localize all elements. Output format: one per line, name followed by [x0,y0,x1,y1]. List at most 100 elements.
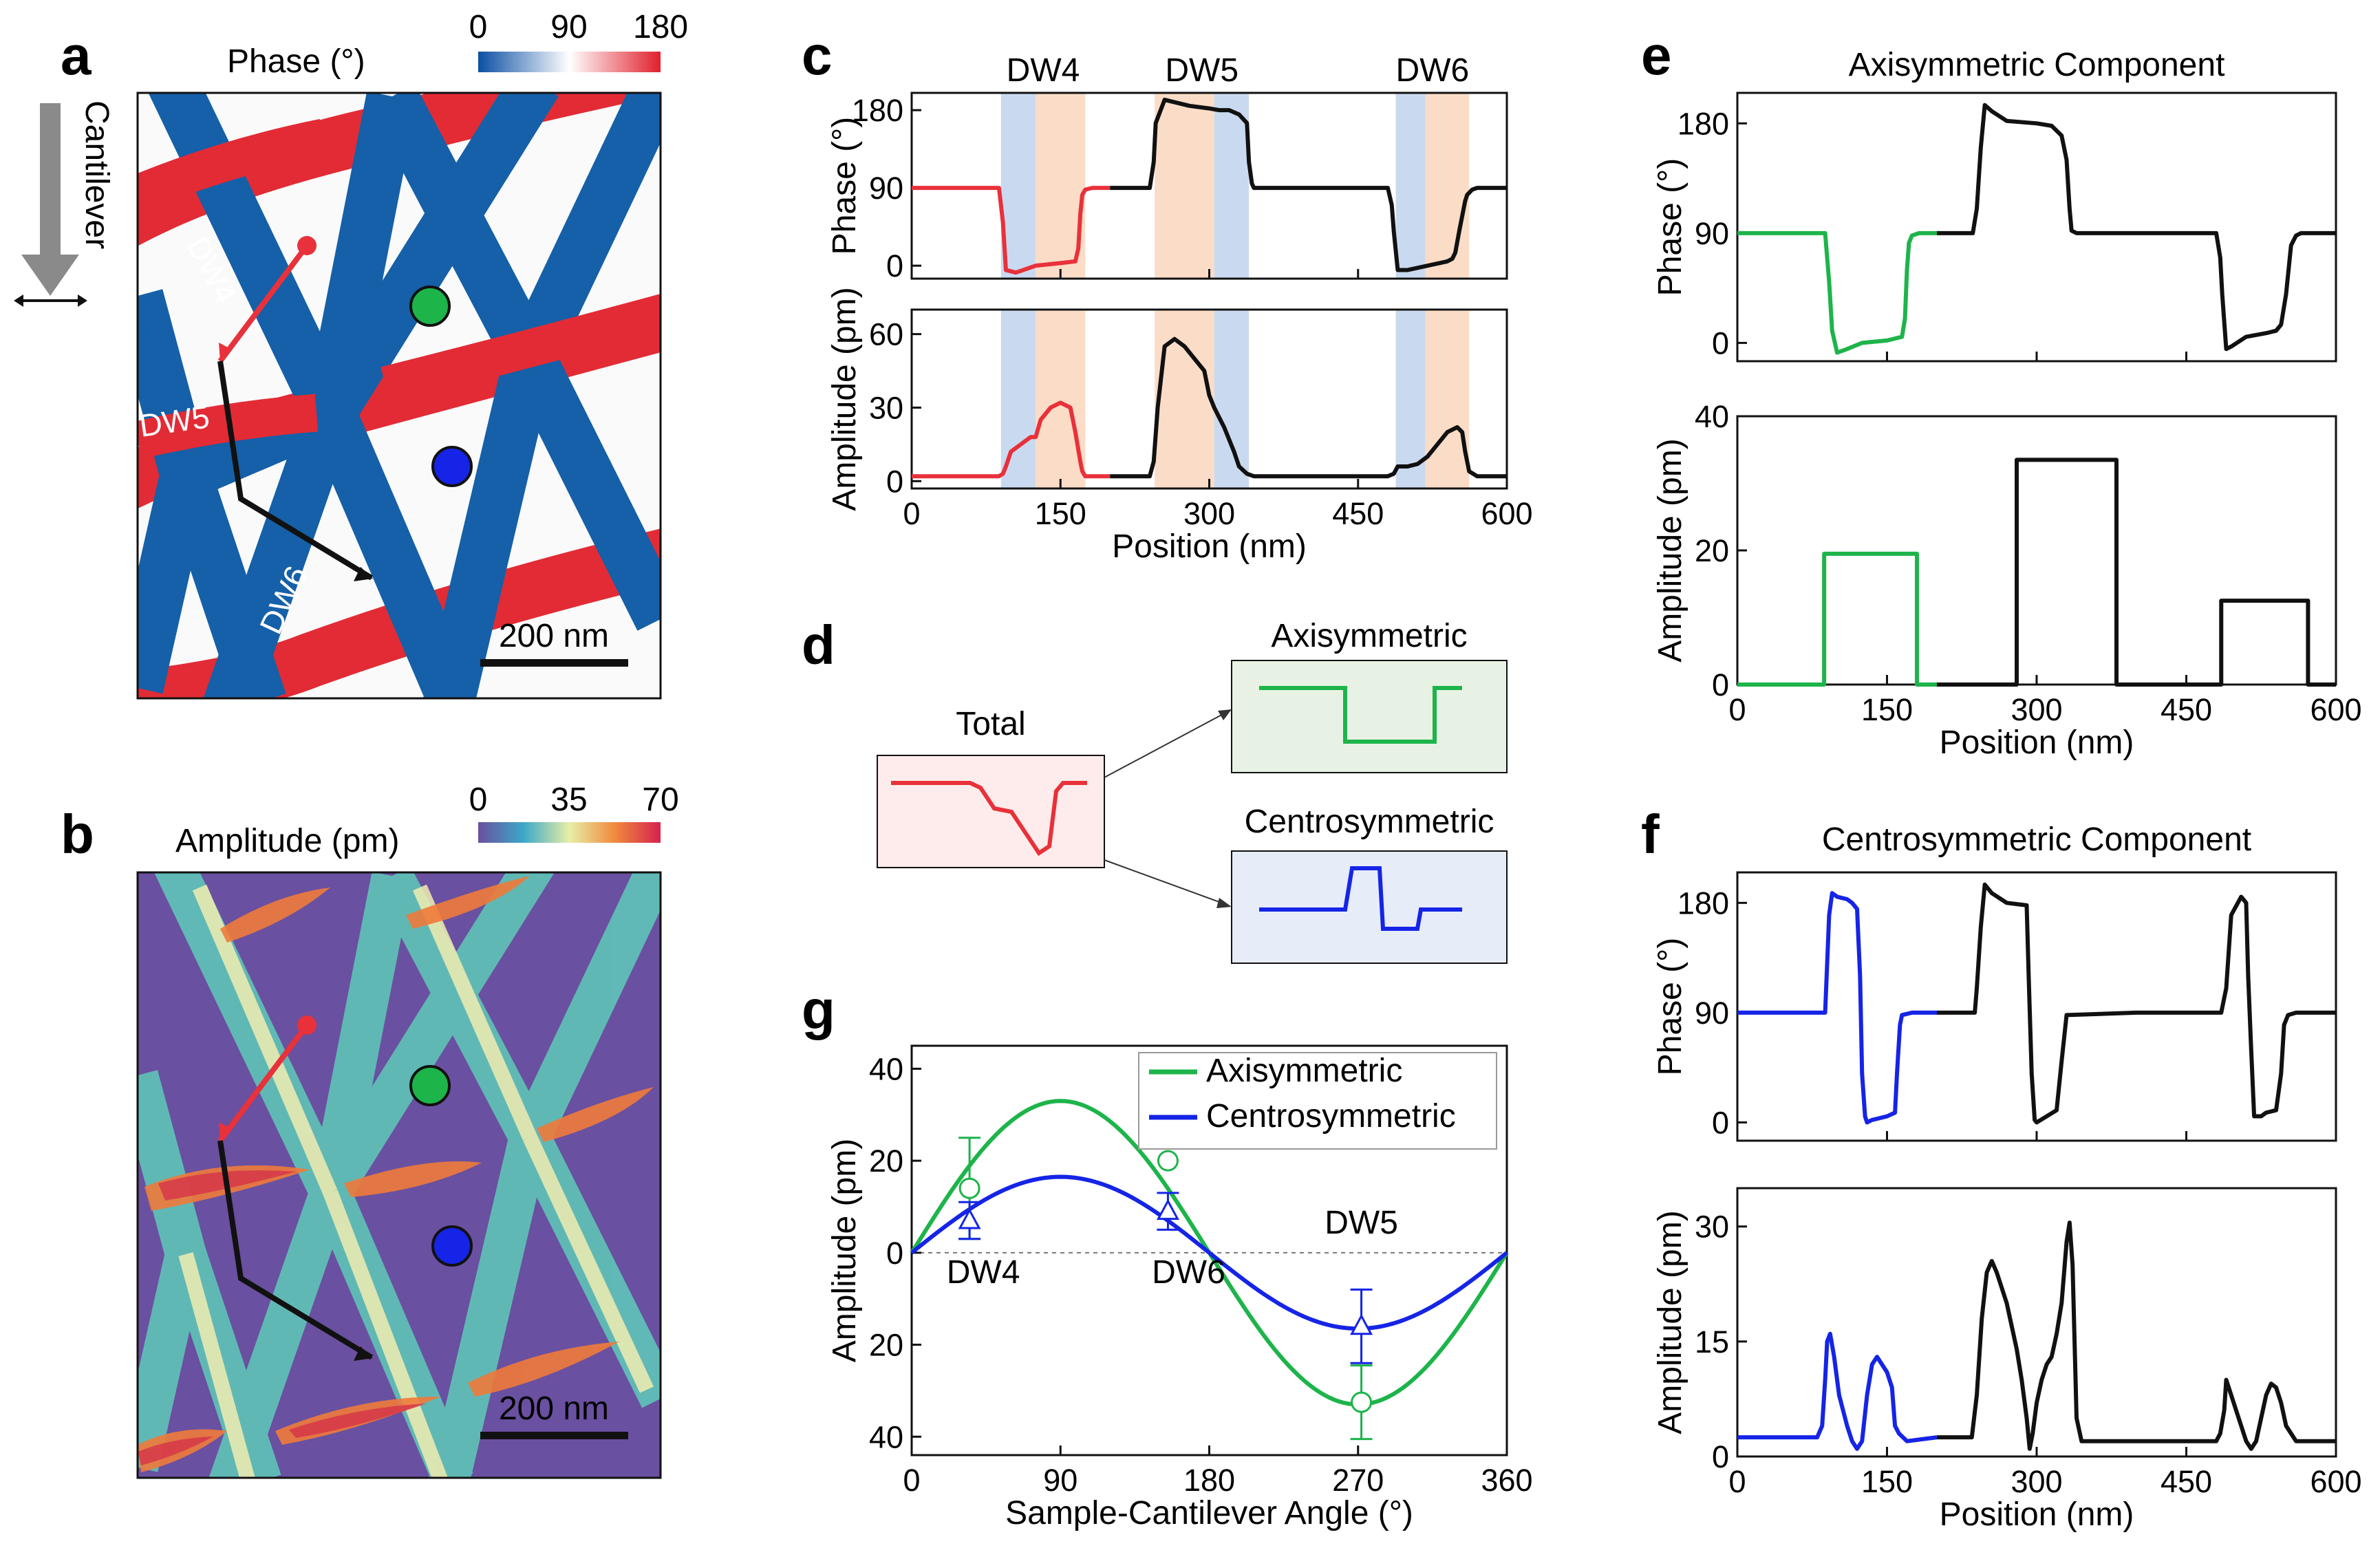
x-tick-label: 600 [1481,496,1532,531]
amplitude-map: 200 nm [138,872,661,1478]
dw-band-label: DW5 [1165,52,1239,89]
x-tick-label: 300 [2011,1464,2062,1499]
dw-band [1395,310,1426,488]
axisymmetric-point [1351,1391,1373,1413]
red-start-dot [297,236,317,255]
x-tick-label: 150 [1035,496,1086,531]
y-tick-label: 180 [1677,106,1729,141]
panel-a-title: Phase (°) [227,43,365,80]
y-axis-label: Amplitude (pm) [826,287,863,510]
amplitude-colorbar-tick: 35 [550,782,587,818]
y-tick-label: 40 [869,1419,903,1454]
red-start-dot [297,1015,317,1035]
x-tick-label: 0 [1728,692,1746,727]
x-tick-label: 0 [903,1463,920,1498]
y-tick-label: 90 [869,171,903,206]
y-tick-label: 20 [1695,533,1729,568]
panel-letter-e: e [1641,25,1672,86]
x-tick-label: 150 [1861,1464,1913,1499]
dw-band [1155,310,1214,488]
amplitude-colorbar-tick: 70 [642,782,678,818]
total-label: Total [956,706,1025,742]
x-tick-label: 150 [1861,692,1913,727]
y-tick-label: 20 [869,1328,903,1363]
arrowhead-icon [1216,898,1232,908]
axisymmetric-curve [1259,686,1462,744]
x-tick-label: 0 [1728,1464,1746,1499]
black-path-arrow [217,1140,374,1360]
centrosymmetric-fit-curve [910,1174,1508,1331]
chart-e-title: Axisymmetric Component [1849,47,2225,83]
panel-letter-b: b [61,804,94,865]
red-path-arrow [217,1023,310,1143]
x-tick-label: 360 [1481,1463,1532,1498]
x-axis-label: Position (nm) [1112,528,1307,565]
amplitude-colorbar-tick: 0 [469,782,488,818]
x-tick-label: 180 [1183,1463,1235,1498]
x-axis-label: Position (nm) [1940,724,2134,761]
centrosymmetric-point [958,1207,981,1229]
centrosymmetric-point [1156,1198,1179,1221]
black-path-arrow [217,361,374,581]
amplitude-colorbar-gradient [478,822,661,843]
x-tick-label: 600 [2310,692,2361,727]
y-tick-label: 180 [1677,885,1729,921]
centrosymmetric-curve [1259,866,1462,931]
red-arrowhead-icon [219,343,232,361]
red-series-line [912,400,1111,479]
chart-f-title: Centrosymmetric Component [1822,821,2251,858]
axisymmetric-point [958,1177,980,1199]
y-tick-label: 15 [1695,1324,1729,1359]
scalebar [480,659,628,667]
black-arrowhead-icon [354,567,373,581]
black-arrowhead-icon [354,1346,373,1361]
red-path-arrow [217,244,310,363]
x-tick-label: 0 [903,496,920,531]
double-arrow-right-icon [78,294,87,307]
black-series-line [1110,98,1507,272]
x-axis-label: Position (nm) [1940,1496,2134,1533]
black-series-line [1937,458,2336,687]
cantilever-label: Cantilever [78,100,115,249]
panel-letter-g: g [802,979,835,1040]
phase-colorbar-tick: 180 [633,9,688,45]
y-tick-label: 0 [886,464,903,499]
x-tick-label: 270 [1332,1463,1384,1498]
y-axis-label: Phase (°) [826,117,863,255]
red-arrowhead-icon [219,1122,232,1141]
green-marker [409,1065,451,1106]
phase-colorbar: 0 90 180 [469,9,688,72]
x-tick-label: 450 [1332,496,1384,531]
y-tick-label: 90 [1695,216,1729,251]
scalebar-label: 200 nm [499,618,609,654]
centrosymmetric-point [1350,1313,1373,1335]
dw-band [1425,93,1470,279]
x-tick-label: 300 [1183,496,1235,531]
cantilever-indicator: Cantilever [14,100,115,307]
total-curve [891,781,1087,857]
scalebar-label: 200 nm [499,1390,609,1427]
phase-map-frame [136,92,662,700]
y-axis-label: Amplitude (pm) [1652,1210,1688,1434]
amplitude-colorbar: 0 35 70 [469,782,679,843]
arrow-to-centrosymmetric [1104,859,1227,905]
x-tick-label: 450 [2161,1464,2212,1499]
panel-letter-a: a [61,25,92,86]
phase-colorbar-tick: 90 [550,9,587,45]
dw-band-label: DW6 [1396,52,1470,89]
panel-letter-d: d [802,614,835,676]
phase-colorbar-tick: 0 [469,9,488,45]
arrow-to-axisymmetric [1104,711,1227,778]
x-tick-label: 600 [2310,1464,2361,1499]
y-tick-label: 0 [1712,667,1729,702]
axisymmetric-label: Axisymmetric [1271,618,1467,654]
panel-b-title: Amplitude (pm) [175,823,399,859]
panel-letter-c: c [802,25,833,86]
amplitude-map-frame [136,871,662,1479]
dw-band [1214,93,1250,279]
y-axis-label: Phase (°) [1652,938,1688,1076]
chart-f: Centrosymmetric Component 0 90 180 Phase (°)… [1652,821,2362,1533]
